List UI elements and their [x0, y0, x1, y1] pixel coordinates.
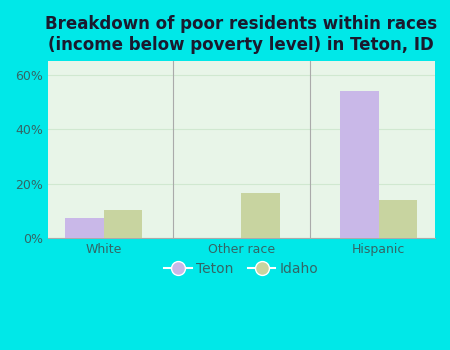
Title: Breakdown of poor residents within races
(income below poverty level) in Teton, : Breakdown of poor residents within races… — [45, 15, 437, 54]
Legend: Teton, Idaho: Teton, Idaho — [159, 256, 324, 281]
Bar — [65, 218, 104, 238]
Bar — [340, 91, 379, 238]
Bar — [379, 200, 418, 238]
Bar — [104, 210, 142, 238]
Bar — [241, 194, 280, 238]
